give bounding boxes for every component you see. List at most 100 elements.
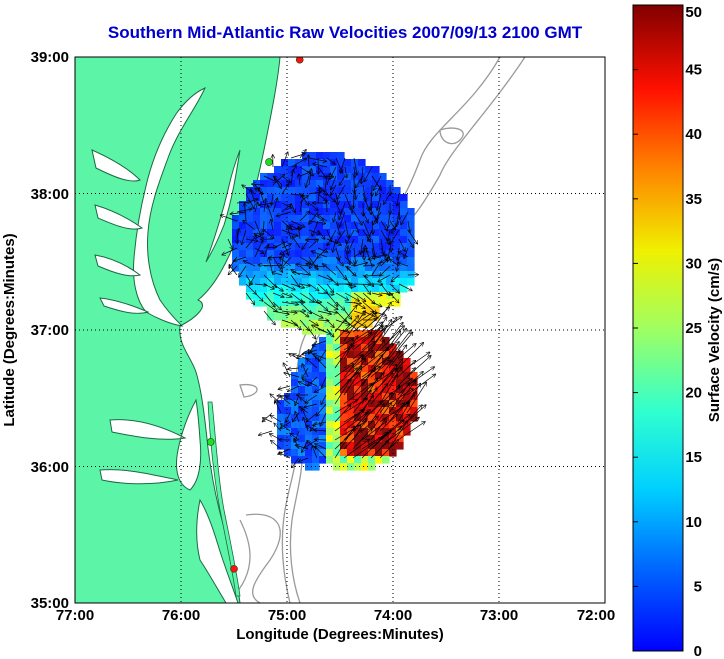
velocity-cell — [284, 428, 292, 436]
velocity-arrow — [244, 261, 256, 267]
velocity-cell — [333, 400, 341, 408]
velocity-arrow — [263, 229, 274, 238]
velocity-cell — [340, 365, 348, 373]
velocity-cell — [302, 250, 310, 258]
velocity-arrow — [230, 212, 247, 214]
velocity-cell — [298, 421, 306, 429]
velocity-cell — [253, 194, 261, 202]
velocity-arrow — [361, 166, 363, 183]
velocity-cell — [361, 379, 369, 387]
velocity-cell — [347, 421, 355, 429]
velocity-cell — [382, 386, 390, 394]
velocity-cell — [333, 386, 341, 394]
velocity-arrow — [388, 383, 409, 414]
velocity-arrow — [379, 369, 398, 396]
velocity-arrow — [315, 444, 327, 450]
velocity-arrow — [271, 441, 282, 450]
velocity-cell — [288, 320, 296, 328]
velocity-cell — [347, 386, 355, 394]
velocity-arrow — [281, 152, 288, 168]
velocity-cell — [298, 400, 306, 408]
velocity-arrow — [254, 202, 258, 213]
velocity-cell — [309, 222, 317, 230]
velocity-cell — [344, 180, 352, 188]
velocity-cell — [382, 435, 390, 443]
velocity-cell — [305, 393, 313, 401]
velocity-cell — [337, 299, 345, 307]
velocity-cell — [319, 442, 327, 450]
velocity-arrow — [370, 404, 384, 423]
velocity-cell — [260, 285, 268, 293]
velocity-arrow — [308, 157, 326, 161]
velocity-cell — [337, 264, 345, 272]
velocity-cell — [253, 243, 261, 251]
velocity-arrow — [344, 220, 349, 238]
velocity-arrow — [352, 327, 383, 351]
velocity-arrow — [281, 319, 297, 325]
station-marker — [206, 438, 215, 446]
velocity-arrow — [367, 251, 373, 267]
velocity-cell — [361, 435, 369, 443]
map-title: Southern Mid-Atlantic Raw Velocities 200… — [108, 23, 583, 42]
velocity-arrow — [308, 229, 320, 234]
velocity-cell — [295, 208, 303, 216]
velocity-cell — [267, 187, 275, 195]
velocity-cell — [400, 201, 408, 209]
velocity-cell — [274, 264, 282, 272]
velocity-cell — [326, 344, 334, 352]
velocity-cell — [312, 449, 320, 457]
velocity-cell — [274, 271, 282, 279]
velocity-cell — [330, 299, 338, 307]
velocity-arrow — [300, 398, 309, 405]
velocity-arrow — [317, 247, 328, 258]
velocity-arrow — [326, 283, 334, 292]
velocity-cell — [361, 442, 369, 450]
velocity-cell — [316, 159, 324, 167]
velocity-cell — [253, 285, 261, 293]
velocity-arrow — [347, 267, 355, 276]
velocity-cell — [379, 208, 387, 216]
velocity-cell — [323, 257, 331, 265]
velocity-cell — [295, 194, 303, 202]
velocity-cell — [274, 173, 282, 181]
velocity-arrow — [344, 302, 361, 304]
velocity-cell — [302, 292, 310, 300]
velocity-cell — [368, 372, 376, 380]
velocity-arrow — [361, 357, 389, 378]
velocity-arrow — [371, 263, 380, 276]
velocity-arrow — [397, 361, 415, 378]
velocity-cell — [400, 229, 408, 237]
velocity-arrow — [388, 417, 419, 441]
velocity-cell — [386, 285, 394, 293]
velocity-cell — [340, 407, 348, 415]
velocity-arrow — [352, 202, 354, 213]
velocity-arrow — [317, 247, 328, 252]
velocity-cell — [309, 152, 317, 160]
station-marker — [265, 158, 273, 166]
velocity-arrow — [299, 174, 300, 186]
velocity-cell — [361, 400, 369, 408]
velocity-cell — [288, 271, 296, 279]
velocity-cell — [337, 285, 345, 293]
velocity-cell — [298, 442, 306, 450]
station-marker — [295, 57, 304, 64]
velocity-cell — [337, 250, 345, 258]
velocity-cell — [288, 264, 296, 272]
velocity-cell — [340, 449, 348, 457]
velocity-cell — [407, 222, 415, 230]
velocity-cell — [246, 194, 254, 202]
velocity-cell — [361, 463, 369, 471]
velocity-arrow — [326, 292, 338, 306]
velocity-cell — [337, 320, 345, 328]
velocity-arrow — [388, 211, 391, 228]
velocity-arrow — [308, 155, 309, 168]
velocity-arrow — [370, 418, 386, 441]
velocity-cell — [365, 299, 373, 307]
velocity-cell — [302, 173, 310, 181]
velocity-cell — [312, 435, 320, 443]
velocity-cell — [375, 337, 383, 345]
velocity-cell — [365, 166, 373, 174]
velocity-cell — [295, 257, 303, 265]
velocity-cell — [389, 421, 397, 429]
velocity-cell — [319, 372, 327, 380]
